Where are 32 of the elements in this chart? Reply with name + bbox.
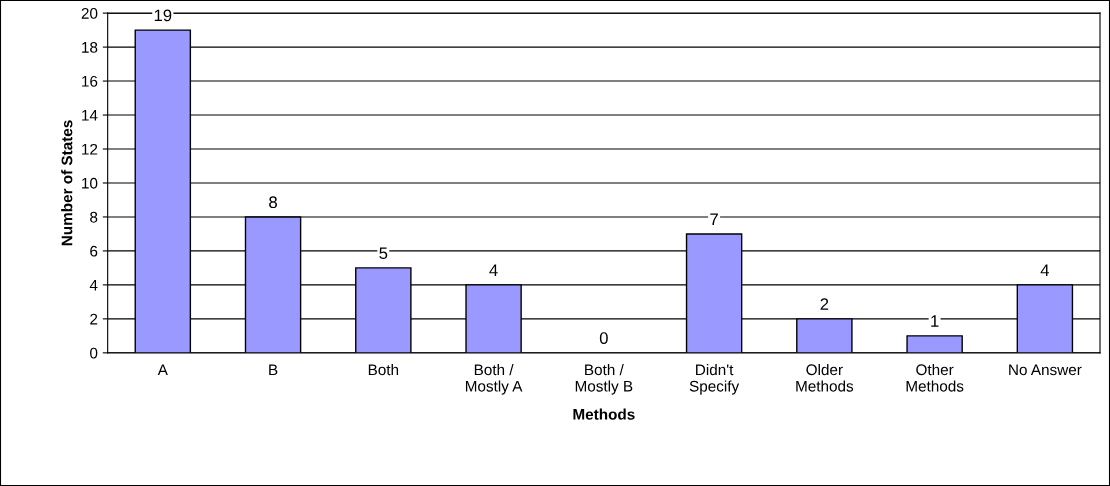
data-label: 1 — [931, 315, 939, 327]
y-tick-label: 18 — [82, 41, 98, 53]
x-tick-label: No Answer — [1009, 364, 1082, 376]
y-tick-label: 10 — [82, 177, 98, 189]
y-tick-label: 2 — [90, 313, 98, 325]
data-label: 5 — [379, 247, 388, 260]
data-label: 7 — [710, 213, 718, 225]
x-tick-label: Other Methods — [906, 363, 964, 392]
y-tick-label: 4 — [89, 279, 98, 291]
data-label: 4 — [1040, 264, 1050, 276]
y-tick-label: 6 — [90, 245, 98, 257]
y-tick-label: 0 — [90, 347, 98, 359]
data-label: 2 — [820, 298, 829, 310]
y-tick-label: 14 — [82, 110, 98, 121]
y-tick-label: 16 — [82, 75, 98, 87]
data-label: 19 — [154, 9, 172, 22]
x-tick-label: Both / Mostly B — [575, 363, 633, 395]
x-tick-label: Older Methods — [796, 363, 854, 392]
x-tick-label: Didn't Specify — [689, 363, 740, 395]
y-tick-label: 12 — [82, 143, 98, 155]
y-axis-title: Number of States — [61, 120, 73, 246]
data-label: 0 — [599, 332, 608, 344]
y-tick-label: 20 — [81, 7, 98, 19]
x-tick-label: A — [157, 364, 168, 376]
x-tick-label: Both / Mostly A — [465, 363, 523, 395]
x-tick-label: Both — [368, 363, 399, 376]
x-tick-label: B — [269, 364, 278, 376]
data-label: 8 — [269, 196, 277, 209]
data-label: 4 — [489, 264, 498, 276]
bar — [906, 335, 963, 353]
y-tick-label: 8 — [90, 211, 98, 223]
x-axis-title: Methods — [573, 408, 635, 420]
